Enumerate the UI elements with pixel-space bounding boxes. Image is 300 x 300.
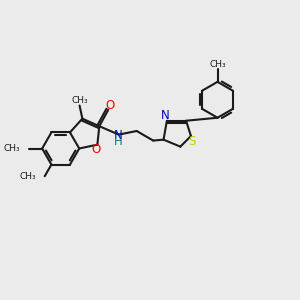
Text: N: N	[161, 110, 170, 122]
Text: S: S	[188, 135, 196, 148]
Text: O: O	[91, 143, 101, 156]
Text: CH₃: CH₃	[4, 144, 20, 153]
Text: CH₃: CH₃	[209, 60, 226, 69]
Text: N: N	[114, 129, 122, 142]
Text: CH₃: CH₃	[71, 96, 88, 105]
Text: O: O	[105, 99, 114, 112]
Text: H: H	[114, 135, 122, 148]
Text: CH₃: CH₃	[20, 172, 36, 181]
